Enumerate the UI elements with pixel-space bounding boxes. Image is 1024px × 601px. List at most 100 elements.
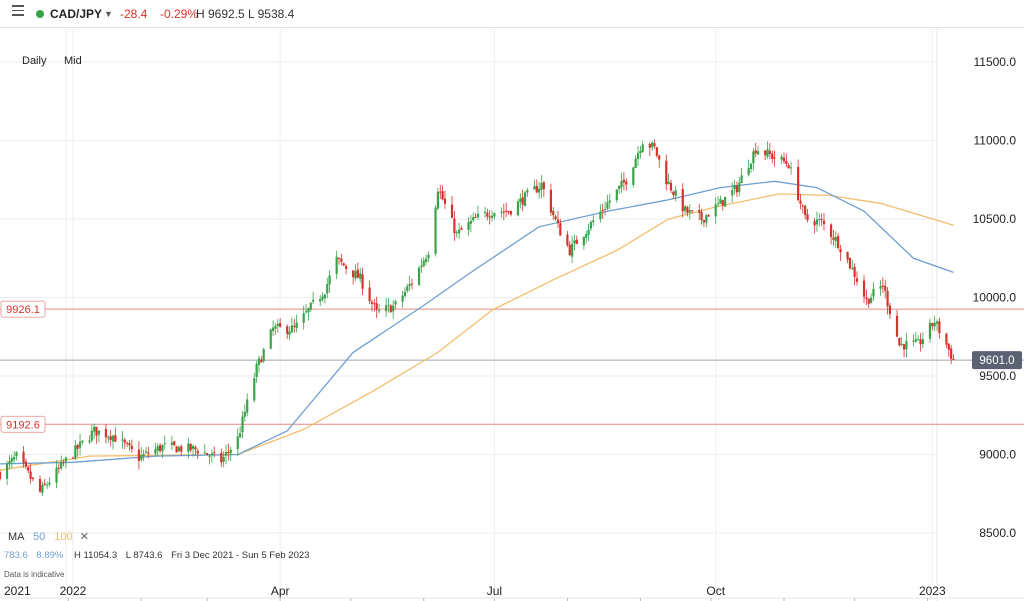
candle-body: [420, 265, 423, 268]
candle-body: [917, 339, 920, 341]
price-type-label[interactable]: Mid: [64, 55, 82, 67]
candle-body: [130, 445, 133, 450]
candle-body: [175, 446, 178, 453]
candle-body: [740, 175, 743, 184]
candle-body: [111, 435, 115, 442]
high-low-values: H 9692.5 L 9538.4: [196, 7, 295, 21]
candle-body: [832, 237, 835, 240]
candle-body: [700, 211, 703, 221]
candle-body: [538, 188, 541, 193]
interval-label[interactable]: Daily: [22, 55, 47, 67]
candle-body: [144, 451, 148, 453]
candle-body: [443, 198, 447, 204]
candle-body: [239, 433, 242, 438]
candle-body: [187, 443, 190, 452]
ma100-label[interactable]: 100: [54, 531, 73, 543]
candle-body: [71, 457, 75, 459]
candle-body: [140, 455, 143, 460]
candle-body: [486, 212, 489, 217]
candle-body: [229, 449, 232, 454]
candle-body: [29, 471, 32, 479]
candle-body: [931, 323, 934, 327]
candle-body: [210, 453, 213, 456]
stat-change: 783.6: [4, 550, 28, 561]
hamburger-menu-icon[interactable]: [12, 5, 24, 17]
candle-body: [460, 228, 463, 230]
candle-body: [403, 291, 407, 297]
candle-body: [575, 239, 578, 245]
candle-body: [820, 219, 823, 221]
candle-body: [196, 450, 199, 454]
candle-body: [469, 220, 472, 224]
candle-body: [950, 348, 953, 359]
ma100-line: [0, 193, 954, 471]
candle-body: [43, 483, 46, 485]
candle-body: [41, 484, 44, 493]
candle-body: [434, 207, 437, 254]
candle-body: [121, 439, 124, 441]
candle-body: [851, 267, 854, 269]
candle-body: [279, 323, 282, 327]
candle-body: [13, 457, 16, 460]
candle-body: [919, 339, 922, 345]
candle-body: [938, 321, 941, 334]
candle-body: [253, 378, 256, 401]
candle-body: [455, 232, 458, 234]
candle-body: [450, 204, 454, 218]
candle-body: [912, 340, 915, 342]
candle-body: [665, 160, 668, 185]
candle-body: [587, 229, 590, 235]
candle-body: [142, 453, 145, 457]
candle-body: [735, 185, 738, 193]
x-tick-label: Jul: [487, 584, 502, 598]
candle-body: [10, 458, 13, 462]
candle-body: [881, 285, 884, 287]
instrument-symbol[interactable]: CAD/JPY: [50, 7, 103, 21]
candle-body: [441, 191, 444, 200]
y-tick-label: 11500.0: [974, 55, 1017, 69]
candle-body: [272, 327, 275, 332]
ma50-line: [0, 180, 954, 465]
candle-body: [752, 151, 755, 164]
candle-body: [425, 258, 428, 262]
candle-body: [57, 467, 60, 469]
candle-body: [618, 185, 621, 190]
candle-body: [552, 210, 555, 216]
candle-body: [615, 189, 618, 201]
candle-body: [822, 220, 826, 225]
candle-body: [227, 452, 230, 454]
candle-body: [521, 197, 524, 205]
y-tick-label: 10500.0: [973, 212, 1017, 226]
candle-body: [719, 198, 722, 204]
x-tick-label: Apr: [271, 584, 290, 598]
price-chart[interactable]: 8500.0 9000.0 9500.0 10000.0 10500.0 11000.0 1…: [0, 28, 1024, 601]
candle-body: [785, 161, 788, 165]
y-tick-label: 9500.0: [979, 369, 1016, 383]
candle-body: [335, 256, 338, 275]
candle-body: [203, 452, 206, 454]
candle-body: [634, 158, 637, 169]
candle-body: [62, 462, 65, 464]
candle-body: [337, 257, 341, 259]
candle-body: [173, 441, 176, 446]
candle-body: [107, 437, 110, 439]
candle-body: [410, 283, 414, 285]
candle-body: [387, 304, 390, 306]
y-tick-label: 9000.0: [979, 448, 1016, 462]
candle-body: [31, 477, 35, 480]
candle-body: [156, 446, 159, 451]
candle-body: [24, 461, 27, 467]
candle-body: [655, 147, 658, 156]
moving-average-legend: MA 50 100 ✕: [8, 530, 89, 544]
candle-body: [356, 269, 359, 278]
candle-body: [220, 452, 223, 463]
candle-body: [500, 211, 503, 213]
candle-body: [862, 280, 866, 297]
candle-body: [691, 210, 694, 212]
caret-down-icon[interactable]: ▼: [104, 9, 113, 19]
close-icon[interactable]: ✕: [79, 531, 89, 543]
candle-body: [928, 322, 932, 339]
candle-body: [608, 200, 611, 203]
ma50-label[interactable]: 50: [32, 531, 46, 543]
candle-body: [667, 181, 670, 185]
